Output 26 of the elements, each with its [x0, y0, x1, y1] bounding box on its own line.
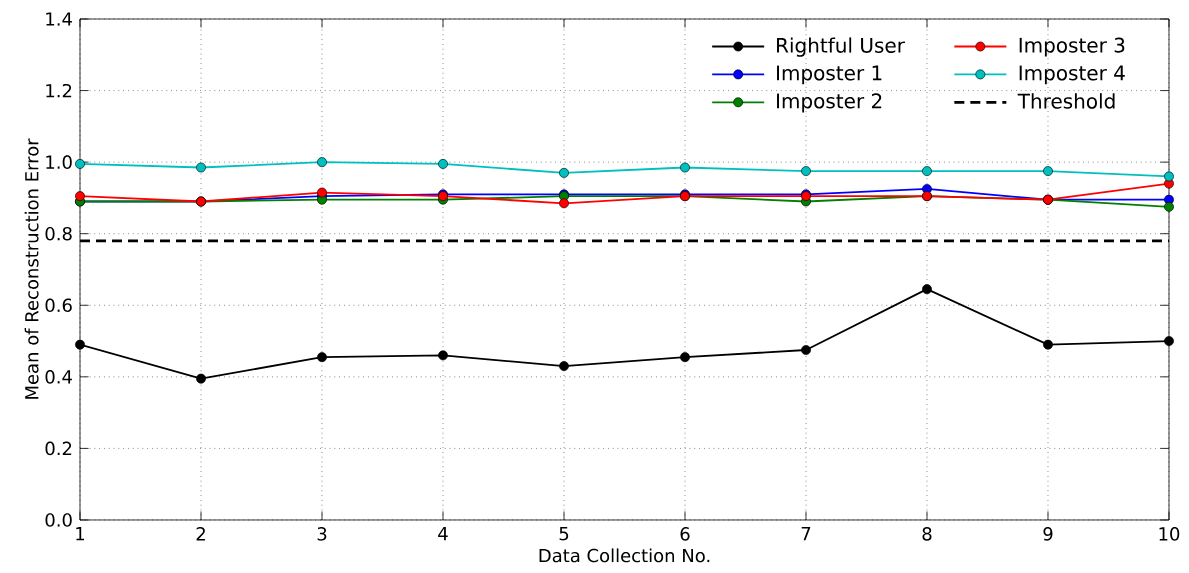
x-tick-label: 7 [801, 527, 811, 541]
y-axis-title: Mean of Reconstruction Error [24, 138, 39, 399]
x-tick-label: 8 [922, 527, 932, 541]
x-tick-label: 10 [1159, 527, 1180, 541]
x-tick-label: 6 [680, 527, 690, 541]
y-tick-label: 0.6 [45, 298, 72, 313]
y-tick-label: 0.4 [45, 370, 72, 384]
legend-label: Threshold [1017, 93, 1115, 109]
legend-label: Imposter 1 [777, 65, 882, 85]
x-tick-label: 9 [1043, 527, 1053, 541]
x-tick-label: 4 [438, 527, 448, 541]
legend-label: Imposter 2 [777, 93, 882, 113]
legend-label: Imposter 3 [1019, 37, 1125, 57]
x-axis-title: Data Collection No. [539, 548, 710, 563]
y-tick-label: 1.4 [46, 12, 72, 26]
x-tick-label: 3 [317, 527, 327, 541]
y-tick-label: 1.0 [46, 155, 72, 169]
legend-label: Rightful User [777, 37, 905, 57]
legend-label: Imposter 4 [1019, 65, 1125, 85]
x-tick-label: 5 [559, 527, 569, 541]
x-tick-label: 1 [76, 527, 85, 541]
y-tick-label: 0.0 [45, 513, 72, 527]
y-tick-label: 1.2 [46, 83, 72, 98]
y-tick-label: 0.2 [45, 441, 72, 456]
y-tick-label: 0.8 [45, 226, 72, 241]
x-tick-label: 2 [196, 527, 205, 541]
